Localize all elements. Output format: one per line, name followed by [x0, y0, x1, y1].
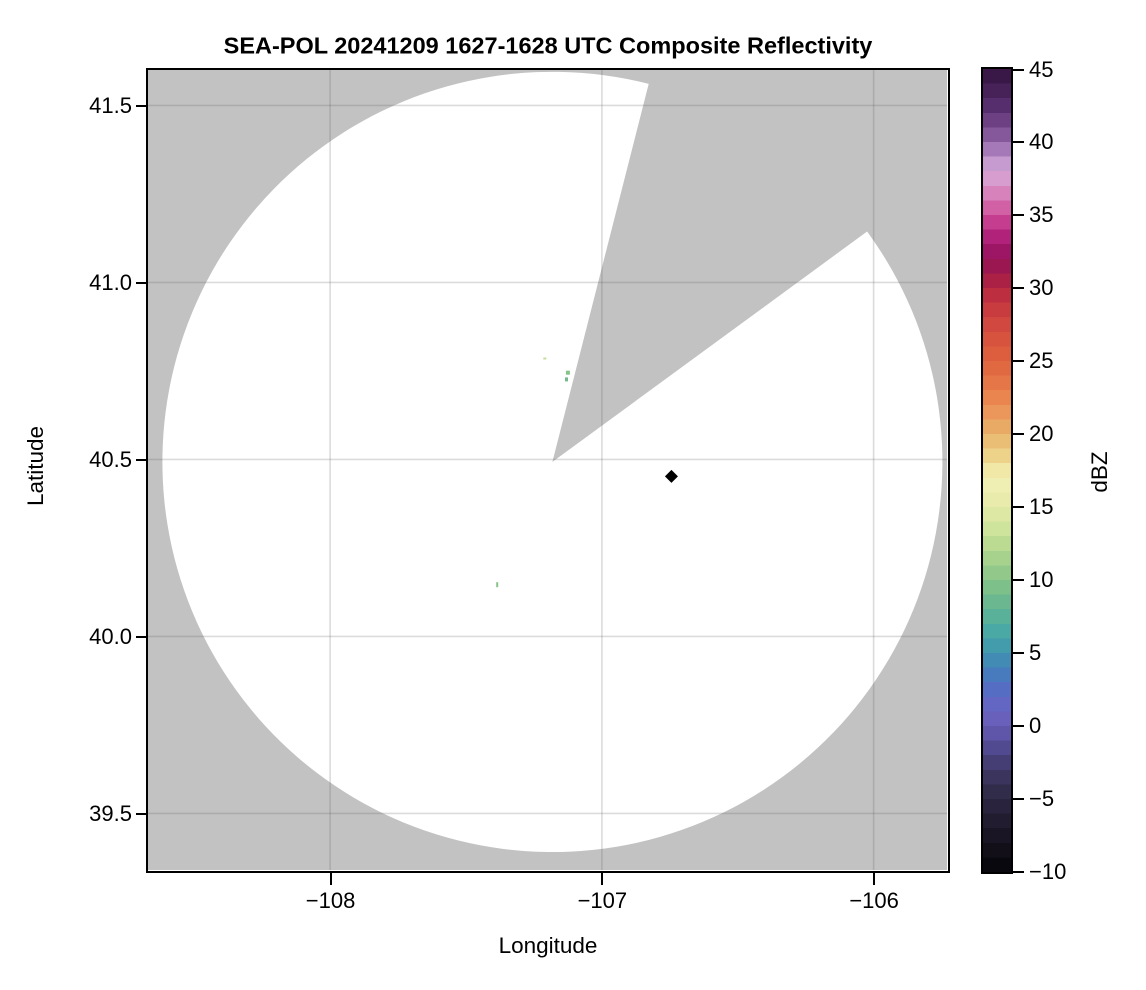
colorbar-tick — [1013, 214, 1024, 217]
y-tick — [136, 458, 148, 461]
x-tick-label: −107 — [577, 888, 628, 913]
x-tick — [601, 873, 604, 885]
colorbar-tick-label: 30 — [1029, 275, 1054, 301]
plot-canvas — [148, 70, 947, 870]
plot-area — [146, 68, 950, 873]
colorbar-tick-label: 10 — [1029, 566, 1054, 592]
colorbar-title: dBZ — [1087, 451, 1112, 493]
colorbar-tick-label: 45 — [1029, 56, 1054, 82]
colorbar-tick-label: 5 — [1029, 639, 1042, 665]
x-tick-label: −106 — [849, 888, 899, 913]
plot-title: SEA-POL 20241209 1627-1628 UTC Composite… — [223, 32, 873, 59]
colorbar-tick-label: 0 — [1029, 712, 1042, 738]
y-tick — [136, 104, 148, 107]
y-tick-label: 40.0 — [89, 623, 132, 649]
radar-marker — [664, 469, 678, 483]
x-axis-title: Longitude — [498, 933, 598, 958]
y-tick — [136, 812, 148, 815]
colorbar-tick — [1013, 287, 1024, 290]
x-tick — [873, 873, 876, 885]
colorbar-tick — [1013, 360, 1024, 363]
colorbar-tick — [1013, 578, 1024, 581]
colorbar — [981, 67, 1013, 874]
colorbar-tick — [1013, 797, 1024, 800]
colorbar-tick — [1013, 505, 1024, 508]
coverage-area — [162, 71, 943, 853]
colorbar-tick-label: 40 — [1029, 129, 1054, 155]
y-tick-label: 40.5 — [89, 446, 132, 472]
colorbar-tick-label: −5 — [1029, 785, 1055, 811]
echo-point — [496, 582, 499, 588]
colorbar-tick-label: 25 — [1029, 348, 1054, 374]
colorbar-gradient — [983, 69, 1011, 872]
colorbar-tick-label: 20 — [1029, 421, 1054, 447]
colorbar-tick — [1013, 141, 1024, 144]
echo-point — [565, 377, 568, 382]
x-tick-label: −108 — [305, 888, 356, 913]
y-tick-label: 41.0 — [89, 269, 132, 295]
colorbar-tick — [1013, 651, 1024, 654]
echo-point — [565, 370, 570, 375]
colorbar-tick-label: 15 — [1029, 493, 1054, 519]
y-tick — [136, 635, 148, 638]
colorbar-tick — [1013, 870, 1024, 873]
y-tick — [136, 281, 148, 284]
y-tick-label: 41.5 — [89, 92, 132, 118]
x-tick — [329, 873, 332, 885]
colorbar-tick — [1013, 68, 1024, 71]
y-tick-label: 39.5 — [89, 800, 132, 826]
echo-point — [543, 357, 547, 360]
colorbar-tick — [1013, 724, 1024, 727]
colorbar-tick-label: 35 — [1029, 202, 1054, 228]
colorbar-tick — [1013, 433, 1024, 436]
colorbar-tick-label: −10 — [1029, 858, 1067, 884]
